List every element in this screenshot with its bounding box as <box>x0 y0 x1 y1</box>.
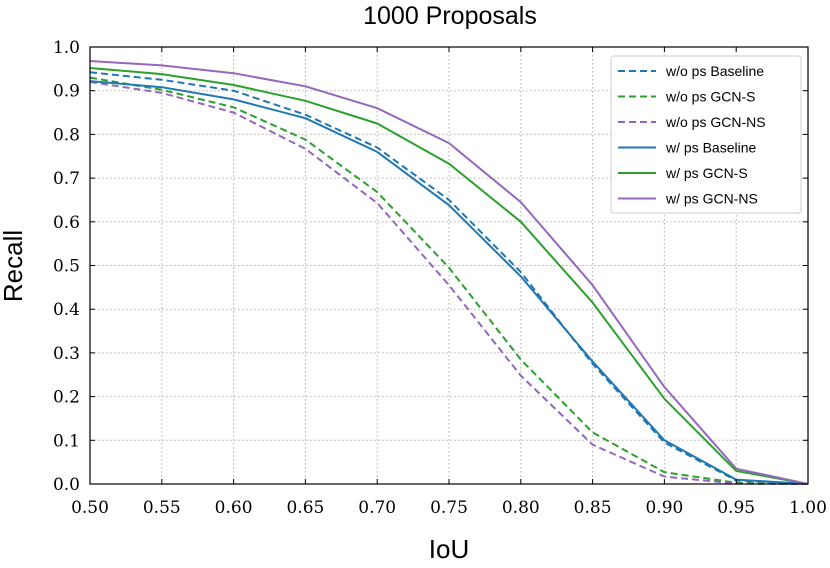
legend-label: w/ ps GCN-NS <box>665 191 758 207</box>
x-tick-label: 1.00 <box>789 498 827 518</box>
series-line-w-o-ps-gcn-s <box>89 76 809 485</box>
legend-label: w/o ps GCN-S <box>665 89 755 105</box>
x-tick-label: 0.90 <box>645 498 683 518</box>
x-tick-label: 0.80 <box>502 498 540 518</box>
x-tick-label: 0.85 <box>574 498 612 518</box>
x-tick-label: 0.75 <box>430 498 468 518</box>
legend-label: w/ ps Baseline <box>665 140 756 156</box>
y-tick-label: 0.7 <box>53 169 80 189</box>
y-tick-label: 0.8 <box>53 125 80 145</box>
legend-label: w/ ps GCN-S <box>665 165 748 181</box>
y-axis-label: Recall <box>0 230 28 302</box>
legend-box <box>610 55 802 214</box>
series-lines <box>89 60 809 485</box>
legend-label: w/o ps GCN-NS <box>665 114 766 130</box>
x-tick-label: 0.65 <box>286 498 324 518</box>
legend-label: w/o ps Baseline <box>665 63 764 79</box>
x-tick-label: 0.70 <box>358 498 396 518</box>
y-tick-label: 0.1 <box>53 431 80 451</box>
series-line-w-o-ps-gcn-ns <box>89 81 809 485</box>
x-tick-label: 0.50 <box>71 498 109 518</box>
y-tick-label: 0.0 <box>53 475 80 495</box>
chart-title: 1000 Proposals <box>363 2 537 30</box>
y-tick-label: 0.6 <box>53 213 80 233</box>
y-tick-label: 1.0 <box>53 38 80 58</box>
y-tick-label: 0.9 <box>53 82 80 102</box>
y-tick-label: 0.2 <box>53 388 80 408</box>
y-tick-label: 0.4 <box>53 300 80 320</box>
y-tick-label: 0.3 <box>53 344 80 364</box>
x-tick-label: 0.95 <box>717 498 755 518</box>
series-line-w-ps-baseline <box>89 80 809 485</box>
x-tick-label: 0.60 <box>215 498 253 518</box>
series-line-w-ps-gcn-ns <box>89 60 809 485</box>
x-tick-label: 0.55 <box>143 498 181 518</box>
legend: w/o ps Baseline w/o ps GCN-S w/o ps GCN-NS… <box>610 55 802 214</box>
y-tick-label: 0.5 <box>53 257 80 277</box>
axis-ticks: 0.50 0.55 0.60 0.65 0.70 0.75 0.80 0.85 0.90 0.95… <box>53 38 827 518</box>
series-line-w-o-ps-baseline <box>89 71 809 485</box>
x-axis-label: IoU <box>429 534 469 564</box>
series-line-w-ps-gcn-s <box>89 67 809 485</box>
